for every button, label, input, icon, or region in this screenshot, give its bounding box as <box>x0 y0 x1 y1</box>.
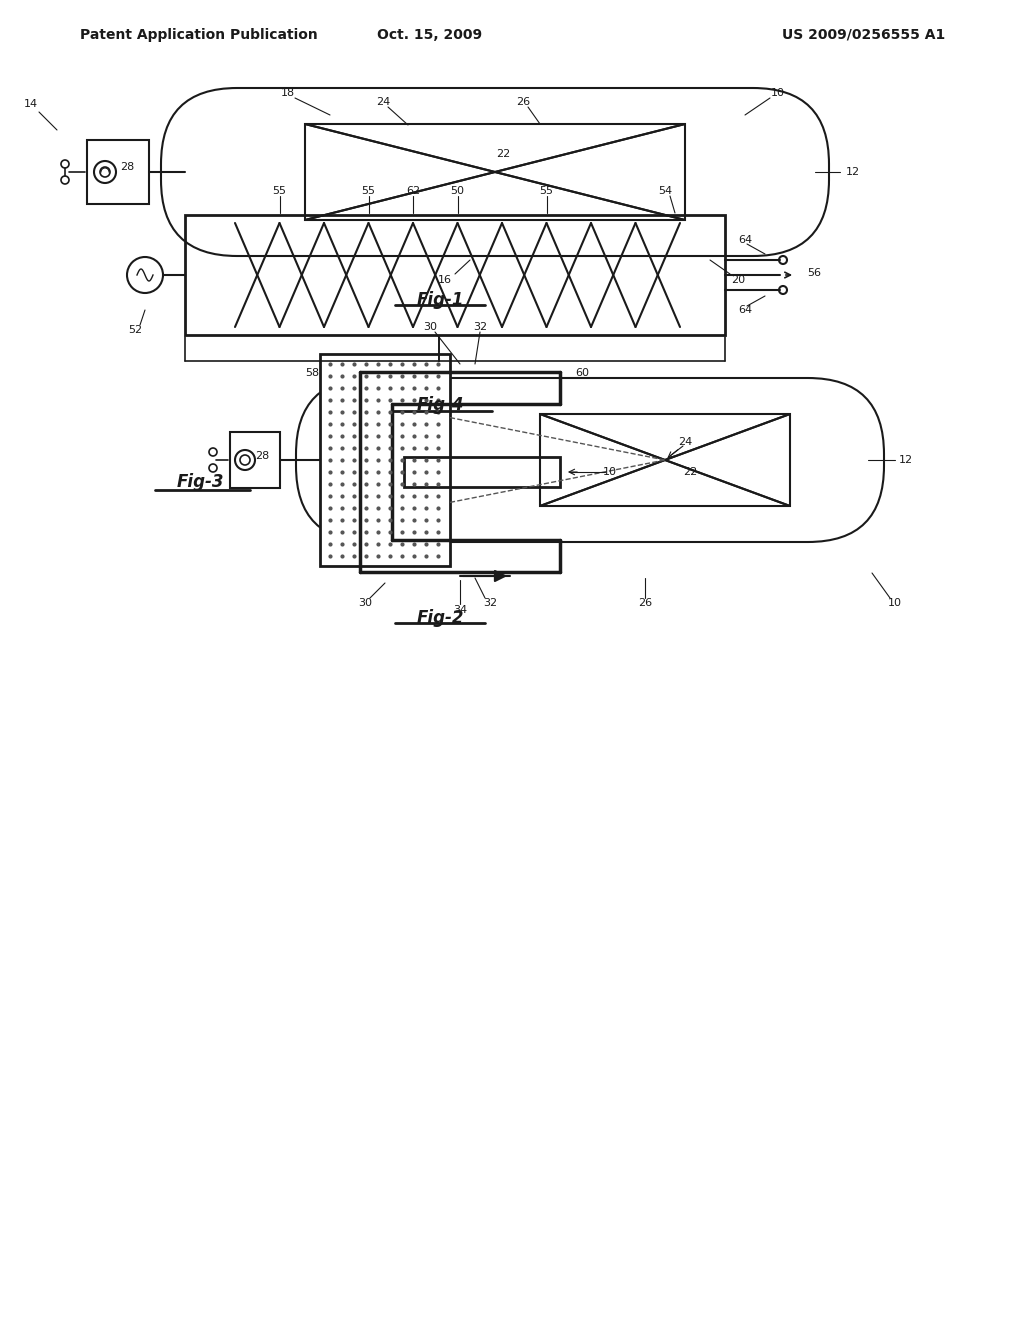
Text: 30: 30 <box>358 598 372 609</box>
Text: Patent Application Publication: Patent Application Publication <box>80 28 317 42</box>
Text: 60: 60 <box>574 368 589 378</box>
Text: 16: 16 <box>438 275 452 285</box>
Text: 62: 62 <box>406 186 420 195</box>
Text: 28: 28 <box>120 162 134 172</box>
Text: 28: 28 <box>255 451 269 461</box>
Text: 18: 18 <box>281 88 295 98</box>
Bar <box>404 457 560 487</box>
Text: 10: 10 <box>771 88 785 98</box>
Text: 10: 10 <box>603 467 617 477</box>
Text: 30: 30 <box>423 322 437 333</box>
FancyBboxPatch shape <box>185 112 805 232</box>
Text: 10: 10 <box>888 598 902 609</box>
Text: 56: 56 <box>807 268 821 279</box>
FancyBboxPatch shape <box>314 396 866 524</box>
Text: 54: 54 <box>658 186 672 195</box>
FancyBboxPatch shape <box>161 88 829 256</box>
Text: 55: 55 <box>272 186 287 195</box>
Text: Oct. 15, 2009: Oct. 15, 2009 <box>378 28 482 42</box>
Text: 64: 64 <box>738 305 752 315</box>
Text: 22: 22 <box>683 467 697 477</box>
Text: Fig-3: Fig-3 <box>176 473 224 491</box>
Bar <box>305 124 685 220</box>
Text: 32: 32 <box>483 598 497 609</box>
Text: 55: 55 <box>540 186 554 195</box>
Text: 64: 64 <box>738 235 752 246</box>
Text: 24: 24 <box>376 96 390 107</box>
FancyBboxPatch shape <box>308 389 872 531</box>
Bar <box>540 414 790 506</box>
Text: Fig-2: Fig-2 <box>416 609 464 627</box>
Bar <box>87 140 150 205</box>
FancyBboxPatch shape <box>173 100 817 244</box>
FancyBboxPatch shape <box>167 94 823 249</box>
Text: 32: 32 <box>473 322 487 333</box>
Text: 50: 50 <box>451 186 465 195</box>
Text: 14: 14 <box>24 99 38 110</box>
Text: Fig-4: Fig-4 <box>416 396 464 414</box>
Text: US 2009/0256555 A1: US 2009/0256555 A1 <box>781 28 945 42</box>
FancyBboxPatch shape <box>302 384 878 536</box>
Text: 24: 24 <box>678 437 692 447</box>
Text: 55: 55 <box>361 186 376 195</box>
Text: 22: 22 <box>496 149 510 158</box>
Text: 12: 12 <box>899 455 913 465</box>
Text: 26: 26 <box>516 96 530 107</box>
Text: 26: 26 <box>638 598 652 609</box>
Text: 34: 34 <box>453 605 467 615</box>
FancyBboxPatch shape <box>319 403 860 517</box>
Text: 20: 20 <box>731 275 745 285</box>
Bar <box>230 432 280 488</box>
FancyBboxPatch shape <box>296 378 884 543</box>
Text: 52: 52 <box>128 325 142 335</box>
Bar <box>319 354 450 566</box>
Text: 58: 58 <box>305 368 318 378</box>
Bar <box>185 215 725 335</box>
Text: 12: 12 <box>846 168 860 177</box>
Text: Fig-1: Fig-1 <box>416 290 464 309</box>
FancyBboxPatch shape <box>179 106 811 238</box>
